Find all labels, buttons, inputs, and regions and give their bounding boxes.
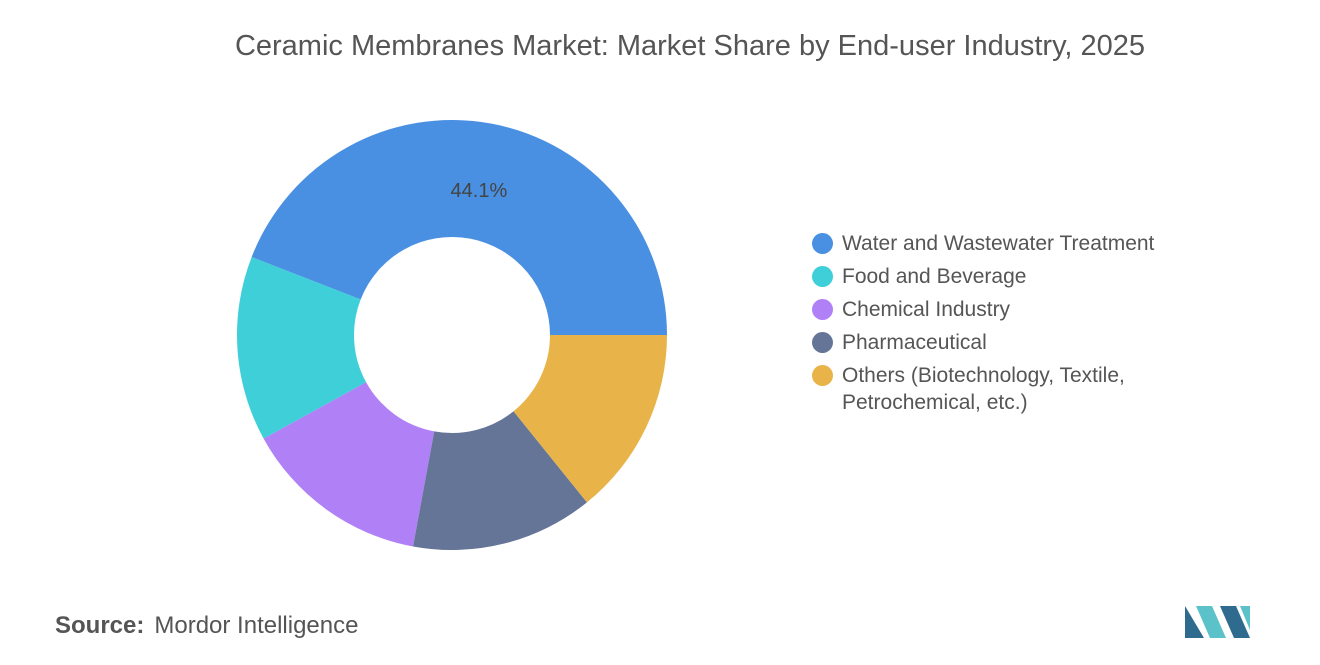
- legend-label: Water and Wastewater Treatment: [842, 232, 1155, 255]
- legend-label: Food and Beverage: [842, 265, 1027, 288]
- chart-title: Ceramic Membranes Market: Market Share b…: [234, 30, 1146, 62]
- legend-swatch: [812, 299, 833, 320]
- data-label: 44.1%: [451, 180, 508, 202]
- legend-label: Chemical Industry: [842, 298, 1011, 321]
- legend-item: Others (Biotechnology, Textile, Petroche…: [812, 362, 1192, 416]
- source: Source: Mordor Intelligence: [55, 612, 358, 640]
- donut-slice: [251, 119, 667, 335]
- source-text: Mordor Intelligence: [154, 612, 359, 639]
- legend-item: Water and Wastewater Treatment: [812, 230, 1192, 257]
- donut-slice: [413, 411, 587, 550]
- legend-swatch: [812, 332, 833, 353]
- donut-slice: [513, 335, 667, 503]
- legend: Water and Wastewater Treatment Food and B…: [812, 230, 1192, 422]
- legend-item: Food and Beverage: [812, 263, 1192, 290]
- legend-swatch: [812, 233, 833, 254]
- logo: [1185, 606, 1250, 638]
- donut-slice: [237, 257, 367, 439]
- donut-slice: [263, 382, 435, 547]
- legend-label: Others (Biotechnology, Textile, Petroche…: [842, 364, 1125, 414]
- legend-label: Pharmaceutical: [842, 331, 987, 354]
- source-label: Source:: [55, 612, 145, 639]
- legend-item: Pharmaceutical: [812, 329, 1192, 356]
- legend-swatch: [812, 266, 833, 287]
- legend-item: Chemical Industry: [812, 296, 1192, 323]
- legend-swatch: [812, 365, 833, 386]
